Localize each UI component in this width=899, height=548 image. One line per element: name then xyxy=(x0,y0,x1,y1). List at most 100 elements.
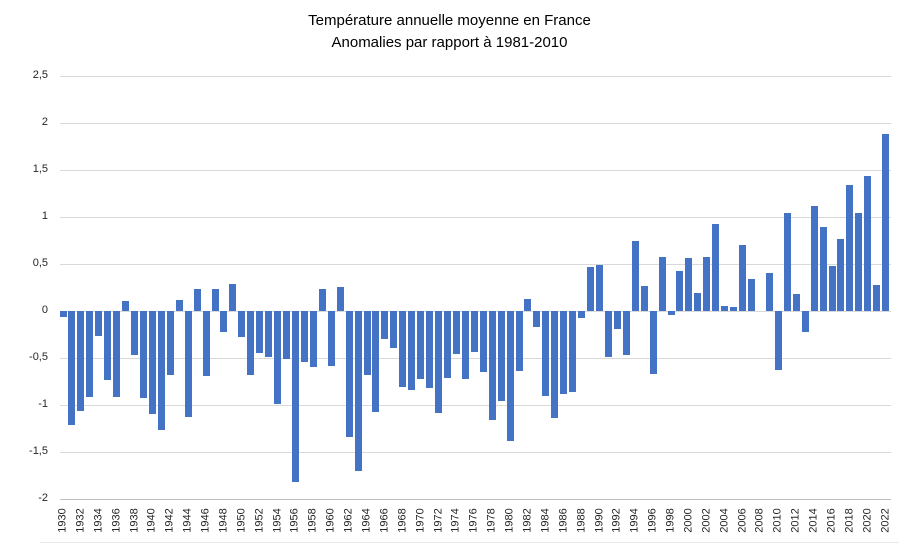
bar-1999 xyxy=(676,271,684,311)
bar-2001 xyxy=(694,293,702,311)
bar-1967 xyxy=(390,311,398,348)
x-axis-tick-label: 1982 xyxy=(521,508,534,533)
x-axis-tick-label: 1986 xyxy=(557,508,570,533)
x-axis-tick-label: 2022 xyxy=(879,508,892,533)
bar-1952 xyxy=(256,311,264,353)
bar-1994 xyxy=(631,241,639,311)
x-axis-tick-label: 1942 xyxy=(163,508,176,533)
x-axis-tick-label: 1952 xyxy=(253,508,266,533)
bar-1975 xyxy=(461,311,469,379)
bar-1965 xyxy=(372,311,380,412)
bar-2011 xyxy=(783,213,791,311)
gridline xyxy=(60,170,891,171)
gridline xyxy=(60,405,891,406)
x-axis-tick-label: 1984 xyxy=(539,508,552,533)
x-axis-tick-label: 1930 xyxy=(56,508,69,533)
plot-area xyxy=(59,76,891,500)
x-axis-tick-label: 2018 xyxy=(843,508,856,533)
x-axis-tick-label: 1948 xyxy=(217,508,230,533)
bar-1961 xyxy=(336,287,344,311)
x-axis-tick-label: 1954 xyxy=(271,508,284,533)
y-axis-tick-label: 0 xyxy=(41,304,48,316)
y-axis-tick-label: 0,5 xyxy=(32,257,48,269)
x-axis-tick-label: 1956 xyxy=(288,508,301,533)
bar-1948 xyxy=(220,311,228,332)
x-axis-tick-label: 1976 xyxy=(467,508,480,533)
bar-1977 xyxy=(479,311,487,372)
bar-2022 xyxy=(882,134,890,311)
bar-2009 xyxy=(765,273,773,311)
bar-1938 xyxy=(131,311,139,355)
x-axis-tick-label: 1934 xyxy=(92,508,105,533)
x-axis-tick-label: 1946 xyxy=(199,508,212,533)
bar-1980 xyxy=(506,311,514,441)
bar-1933 xyxy=(86,311,94,397)
bar-2003 xyxy=(712,224,720,311)
bar-1963 xyxy=(354,311,362,471)
bar-1931 xyxy=(68,311,76,425)
bar-1985 xyxy=(551,311,559,418)
bar-1934 xyxy=(95,311,103,336)
x-axis-tick-label: 2008 xyxy=(753,508,766,533)
bar-1981 xyxy=(515,311,523,371)
bar-1968 xyxy=(399,311,407,387)
bar-1935 xyxy=(104,311,112,380)
gridline xyxy=(60,264,891,265)
bar-1998 xyxy=(667,311,675,315)
bar-2006 xyxy=(739,245,747,311)
bar-1953 xyxy=(265,311,273,357)
x-axis-tick-label: 1944 xyxy=(181,508,194,533)
x-axis-tick-label: 1938 xyxy=(128,508,141,533)
x-axis-tick-label: 2006 xyxy=(736,508,749,533)
bar-1987 xyxy=(569,311,577,392)
x-axis-tick-label: 1964 xyxy=(360,508,373,533)
bar-1936 xyxy=(113,311,121,397)
bar-1996 xyxy=(649,311,657,374)
bar-1969 xyxy=(408,311,416,390)
x-axis-tick-label: 2014 xyxy=(807,508,820,533)
bar-2000 xyxy=(685,258,693,311)
bar-1949 xyxy=(229,284,237,311)
x-axis-tick-label: 1974 xyxy=(449,508,462,533)
bar-1966 xyxy=(381,311,389,339)
x-axis-tick-label: 1940 xyxy=(145,508,158,533)
bar-1944 xyxy=(184,311,192,417)
bottom-border xyxy=(40,542,899,543)
x-axis-tick-label: 1972 xyxy=(432,508,445,533)
x-axis-tick-label: 1968 xyxy=(396,508,409,533)
y-axis-tick-label: 2,5 xyxy=(32,69,48,81)
bar-1974 xyxy=(452,311,460,354)
x-axis-tick-label: 1962 xyxy=(342,508,355,533)
x-axis-tick-label: 1996 xyxy=(646,508,659,533)
bar-1972 xyxy=(435,311,443,413)
bar-2010 xyxy=(774,311,782,370)
bar-1983 xyxy=(533,311,541,327)
x-axis-tick-label: 1980 xyxy=(503,508,516,533)
x-axis-tick-label: 1994 xyxy=(628,508,641,533)
x-axis-tick-label: 1950 xyxy=(235,508,248,533)
x-axis-tick-label: 1970 xyxy=(414,508,427,533)
chart-title: Température annuelle moyenne en France A… xyxy=(0,10,899,54)
bar-2004 xyxy=(721,306,729,311)
bar-1939 xyxy=(139,311,147,398)
gridline xyxy=(60,452,891,453)
bar-1940 xyxy=(148,311,156,414)
x-axis-tick-label: 2004 xyxy=(718,508,731,533)
y-axis-tick-label: -1 xyxy=(38,398,48,410)
bar-1971 xyxy=(426,311,434,388)
bar-1984 xyxy=(542,311,550,396)
bar-1992 xyxy=(613,311,621,329)
bar-1989 xyxy=(587,267,595,311)
bar-1982 xyxy=(524,299,532,311)
x-axis-tick-label: 1960 xyxy=(324,508,337,533)
bar-1950 xyxy=(238,311,246,337)
bar-1988 xyxy=(578,311,586,318)
bar-1957 xyxy=(300,311,308,362)
bar-1964 xyxy=(363,311,371,375)
bar-2019 xyxy=(855,213,863,311)
bar-1970 xyxy=(417,311,425,379)
x-axis-tick-label: 2020 xyxy=(861,508,874,533)
bar-2015 xyxy=(819,227,827,311)
bar-1995 xyxy=(640,286,648,311)
bar-1991 xyxy=(604,311,612,357)
